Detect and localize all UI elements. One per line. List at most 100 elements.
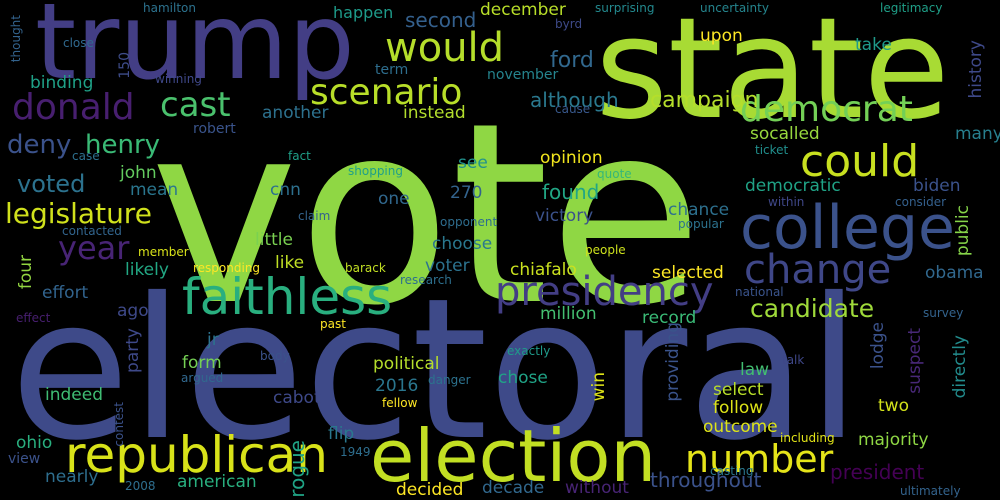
word-upon: upon: [700, 26, 743, 46]
word-ohio: ohio: [16, 433, 53, 453]
word-law: law: [740, 360, 770, 380]
word-argued: argued: [181, 371, 224, 385]
word-throughout: throughout: [650, 468, 762, 492]
word-fact: fact: [288, 149, 311, 163]
word-150: 150: [117, 52, 133, 79]
word-casting: casting: [710, 464, 754, 478]
word-close: close: [63, 36, 94, 50]
word-nearly: nearly: [45, 467, 99, 487]
word-hamilton: hamilton: [143, 1, 196, 15]
word-socalled: socalled: [750, 124, 820, 144]
word-state: state: [595, 0, 950, 151]
word-public: public: [953, 205, 973, 257]
word-chose: chose: [498, 368, 548, 388]
word-four: four: [16, 255, 36, 290]
word-responding: responding: [193, 261, 261, 275]
word-one: one: [378, 189, 410, 209]
word-surprising: surprising: [595, 1, 655, 15]
word-view: view: [8, 451, 41, 467]
word-change: change: [744, 247, 892, 293]
word-robert: robert: [193, 121, 236, 137]
word-claim: claim: [298, 209, 331, 223]
word-outcome: outcome: [703, 417, 778, 437]
word-majority: majority: [858, 430, 929, 450]
word-opinion: opinion: [540, 148, 603, 168]
word-like: like: [275, 253, 305, 273]
word-election: election: [370, 414, 657, 498]
word-republican: republican: [65, 426, 328, 484]
word-december: december: [480, 0, 566, 20]
word-number: number: [685, 437, 834, 481]
word-term: term: [375, 62, 409, 78]
word-flip: flip: [328, 424, 355, 444]
word-jr: jr: [207, 330, 219, 350]
word-national: national: [735, 285, 784, 299]
word-survey: survey: [923, 306, 964, 320]
word-follow: follow: [713, 398, 764, 418]
word-voter: voter: [425, 256, 470, 276]
word-winning: winning: [155, 72, 202, 86]
word-decided: decided: [396, 480, 464, 500]
word-legislature: legislature: [5, 197, 152, 230]
word-ford: ford: [550, 48, 594, 73]
word-chiafalo: chiafalo: [510, 260, 577, 280]
word-instead: instead: [403, 103, 466, 123]
word-effort: effort: [42, 283, 89, 303]
word-november: november: [487, 67, 559, 83]
word-ago: ago: [117, 301, 149, 321]
word-victory: victory: [535, 206, 594, 226]
word-obama: obama: [925, 263, 984, 283]
word-shopping: shopping: [348, 164, 403, 178]
word-research: research: [400, 273, 452, 287]
word-fellow: fellow: [382, 396, 418, 410]
word-binding: binding: [30, 73, 94, 93]
word-chance: chance: [668, 200, 730, 220]
word-donald: donald: [12, 87, 135, 128]
word-barack: barack: [345, 261, 386, 275]
word-trump: trump: [35, 0, 355, 103]
word-record: record: [642, 308, 697, 328]
word-two: two: [878, 396, 909, 416]
word-history: history: [966, 40, 986, 99]
word-party: party: [123, 328, 143, 373]
word-many: many: [955, 124, 1000, 144]
word-lodge: lodge: [868, 322, 888, 370]
word-thought: thought: [9, 15, 23, 63]
word-college: college: [740, 193, 955, 263]
word-choose: choose: [432, 234, 493, 254]
word-1949: 1949: [340, 445, 371, 459]
word-case: case: [72, 149, 100, 163]
word-faithless: faithless: [182, 268, 393, 326]
word-vote: vote: [150, 69, 703, 360]
word-president: president: [830, 460, 925, 484]
word-see: see: [458, 153, 488, 173]
word-cabot: cabot: [273, 388, 321, 408]
word-270: 270: [450, 183, 483, 203]
word-campaign: campaign: [650, 88, 759, 113]
word-political: political: [373, 354, 440, 374]
word-mean: mean: [130, 180, 179, 200]
word-select: select: [713, 380, 764, 400]
word-scenario: scenario: [310, 72, 463, 113]
word-talk: talk: [782, 353, 805, 367]
word-within: within: [768, 195, 805, 209]
word-uncertainty: uncertainty: [700, 1, 769, 15]
word-electoral: electoral: [10, 256, 861, 483]
word-exactly: exactly: [507, 344, 551, 358]
word-voted: voted: [17, 170, 86, 198]
word-form: form: [182, 353, 222, 373]
word-consider: consider: [895, 195, 947, 209]
word-ultimately: ultimately: [900, 484, 961, 498]
word-body: body: [260, 349, 290, 363]
word-cause: cause: [555, 102, 591, 116]
word-win: win: [589, 372, 609, 402]
word-happen: happen: [333, 3, 394, 22]
word-rogue: rogue: [285, 440, 309, 498]
word-selected: selected: [652, 263, 724, 283]
word-second: second: [405, 8, 477, 32]
word-deny: deny: [7, 130, 72, 160]
word-another: another: [262, 103, 329, 123]
word-contacted: contacted: [62, 224, 122, 238]
word-decade: decade: [482, 478, 545, 498]
word-although: although: [530, 88, 619, 112]
